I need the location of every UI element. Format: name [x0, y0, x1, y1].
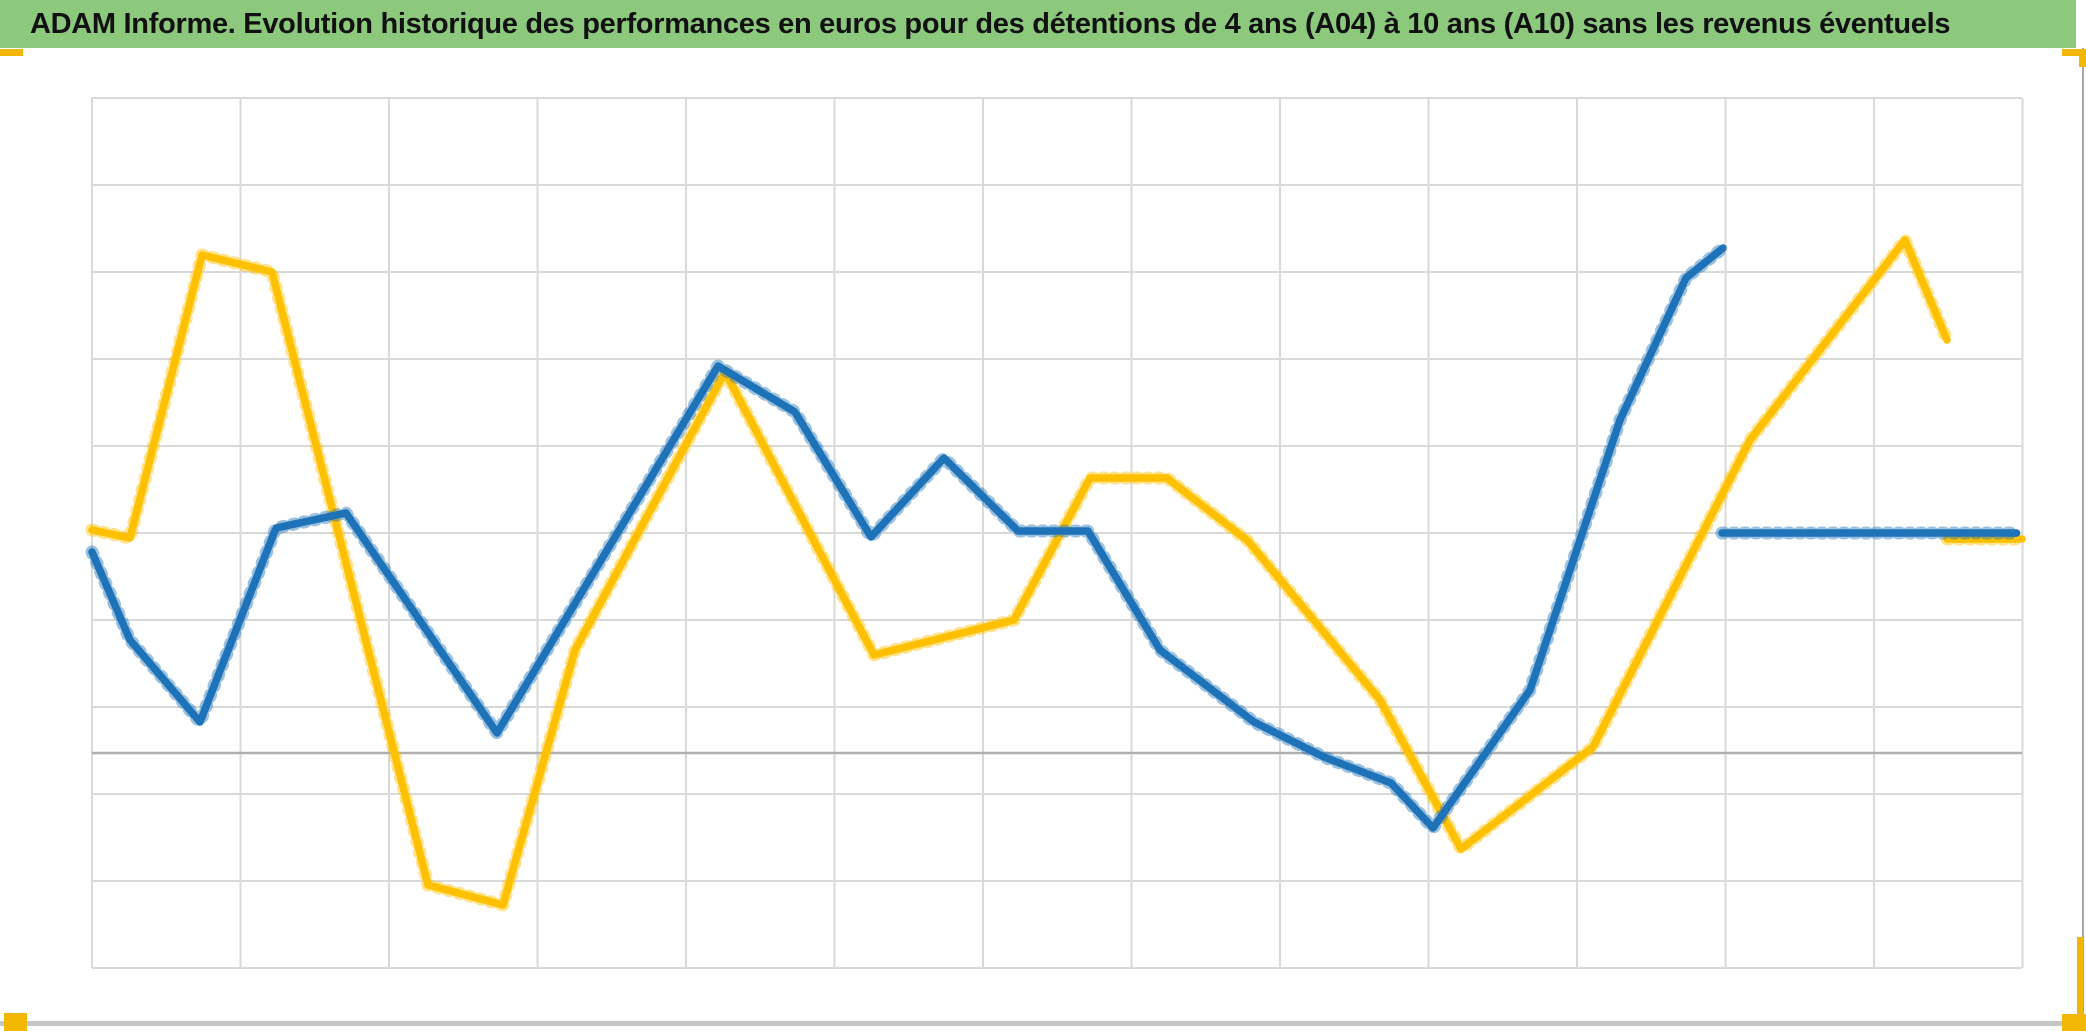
title-bar: ADAM Informe. Evolution historique des p…: [0, 0, 2076, 48]
selection-mark-top-right-v: [2079, 49, 2086, 67]
page-title: ADAM Informe. Evolution historique des p…: [30, 7, 1951, 40]
selection-right-line: [2077, 937, 2083, 1022]
bottom-rule: [0, 1021, 2086, 1026]
selection-handle-bottom-right: [2062, 1014, 2086, 1031]
selection-mark-top-right-h: [2062, 49, 2086, 56]
chart-right-border: [2082, 48, 2084, 1022]
selection-handle-bottom-left: [4, 1013, 27, 1031]
selection-mark-top-left: [0, 49, 23, 56]
